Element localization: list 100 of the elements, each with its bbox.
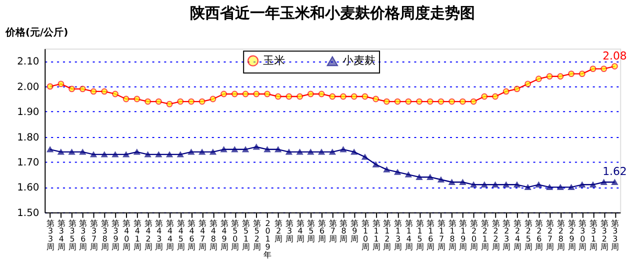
- x-tick-label: 第29周: [568, 218, 576, 252]
- x-tick-label: 第3周: [285, 218, 294, 244]
- point: [502, 88, 510, 95]
- point: [188, 149, 194, 155]
- x-tick-label: 第31周: [589, 218, 598, 252]
- x-tick-label: 第7周: [328, 218, 337, 244]
- point: [90, 152, 97, 158]
- point: [459, 98, 466, 105]
- point: [524, 184, 532, 190]
- point: [242, 90, 249, 98]
- point: [611, 179, 618, 185]
- x-tick-label: 第13周: [394, 218, 402, 252]
- x-tick-label: 第27周: [546, 218, 554, 252]
- x-tick-label: 第25周: [524, 218, 532, 252]
- y-axis-title: 价格(元/公斤): [4, 26, 68, 38]
- y-tick-label: 2.00: [17, 82, 40, 93]
- point: [264, 90, 270, 98]
- point: [535, 76, 542, 82]
- point: [155, 152, 162, 158]
- point: [546, 73, 553, 80]
- y-tick-label: 1.50: [17, 208, 40, 219]
- point: [307, 90, 314, 98]
- point: [296, 93, 304, 100]
- x-tick-label: 第41周: [133, 218, 142, 252]
- point: [296, 149, 304, 155]
- x-tick-label: 第11周: [372, 218, 380, 252]
- x-tick-label: 第18周: [448, 218, 456, 252]
- point: [470, 182, 477, 188]
- point: [394, 169, 401, 175]
- point: [220, 90, 228, 98]
- point: [470, 98, 477, 105]
- point: [79, 149, 86, 155]
- point: [438, 176, 444, 182]
- x-tick-label: 第21周: [480, 218, 489, 252]
- point: [426, 98, 434, 105]
- data-label: 1.62: [602, 165, 627, 178]
- x-tick-label: 第30周: [578, 218, 587, 252]
- x-tick-label: 第42周: [144, 218, 152, 252]
- point: [46, 83, 54, 90]
- x-tick-label: 第12周: [383, 218, 392, 252]
- x-tick-label: 第20周: [470, 218, 478, 252]
- point: [122, 152, 130, 158]
- point: [101, 152, 108, 158]
- point: [514, 86, 520, 92]
- point: [90, 88, 97, 95]
- y-tick-label: 2.10: [17, 56, 40, 68]
- point: [101, 88, 108, 95]
- x-tick-label: 第37周: [90, 218, 98, 252]
- x-tick-label: 第8周: [340, 218, 348, 244]
- point: [253, 144, 260, 150]
- point: [568, 70, 574, 78]
- x-tick-label: 第4周: [296, 218, 304, 244]
- point: [438, 98, 444, 105]
- x-tick-label: 第17周: [437, 218, 446, 252]
- point: [134, 96, 140, 102]
- point: [329, 93, 336, 100]
- point: [198, 149, 206, 155]
- point: [166, 152, 173, 158]
- y-tick-label: 1.70: [17, 157, 40, 168]
- point: [481, 182, 488, 188]
- point: [46, 146, 54, 152]
- point: [155, 98, 162, 105]
- point: [231, 146, 238, 152]
- point: [416, 98, 422, 105]
- point: [253, 90, 260, 98]
- point: [274, 146, 282, 152]
- x-tick-label: 第46周: [188, 218, 196, 252]
- point: [578, 70, 586, 78]
- point: [210, 96, 216, 102]
- x-tick-label: 第33周: [46, 218, 55, 252]
- point: [350, 93, 358, 100]
- point: [568, 184, 574, 190]
- legend-label: 玉米: [262, 54, 285, 67]
- point: [144, 98, 152, 105]
- point: [394, 98, 401, 105]
- point: [220, 146, 228, 152]
- point: [600, 66, 608, 72]
- point: [524, 80, 532, 88]
- x-tick-label: 第15周: [416, 218, 424, 252]
- point: [274, 93, 282, 100]
- point: [318, 90, 325, 98]
- point: [68, 86, 76, 92]
- point: [416, 174, 422, 180]
- point: [68, 149, 76, 155]
- x-tick-label: 第5周: [307, 218, 316, 244]
- point: [362, 93, 368, 100]
- point: [372, 162, 380, 168]
- data-label: 2.08: [602, 49, 627, 62]
- point: [188, 98, 194, 105]
- point: [557, 73, 564, 80]
- x-tick-label: 第39周: [112, 218, 120, 252]
- y-tick-label: 1.60: [17, 182, 40, 194]
- x-tick-label: 第10周: [361, 218, 370, 252]
- point: [122, 96, 130, 102]
- point: [372, 96, 380, 102]
- x-tick-label: 第26周: [535, 218, 544, 252]
- x-tick-label: 第23周: [502, 218, 511, 252]
- point: [307, 149, 314, 155]
- point: [198, 98, 206, 105]
- point: [502, 182, 510, 188]
